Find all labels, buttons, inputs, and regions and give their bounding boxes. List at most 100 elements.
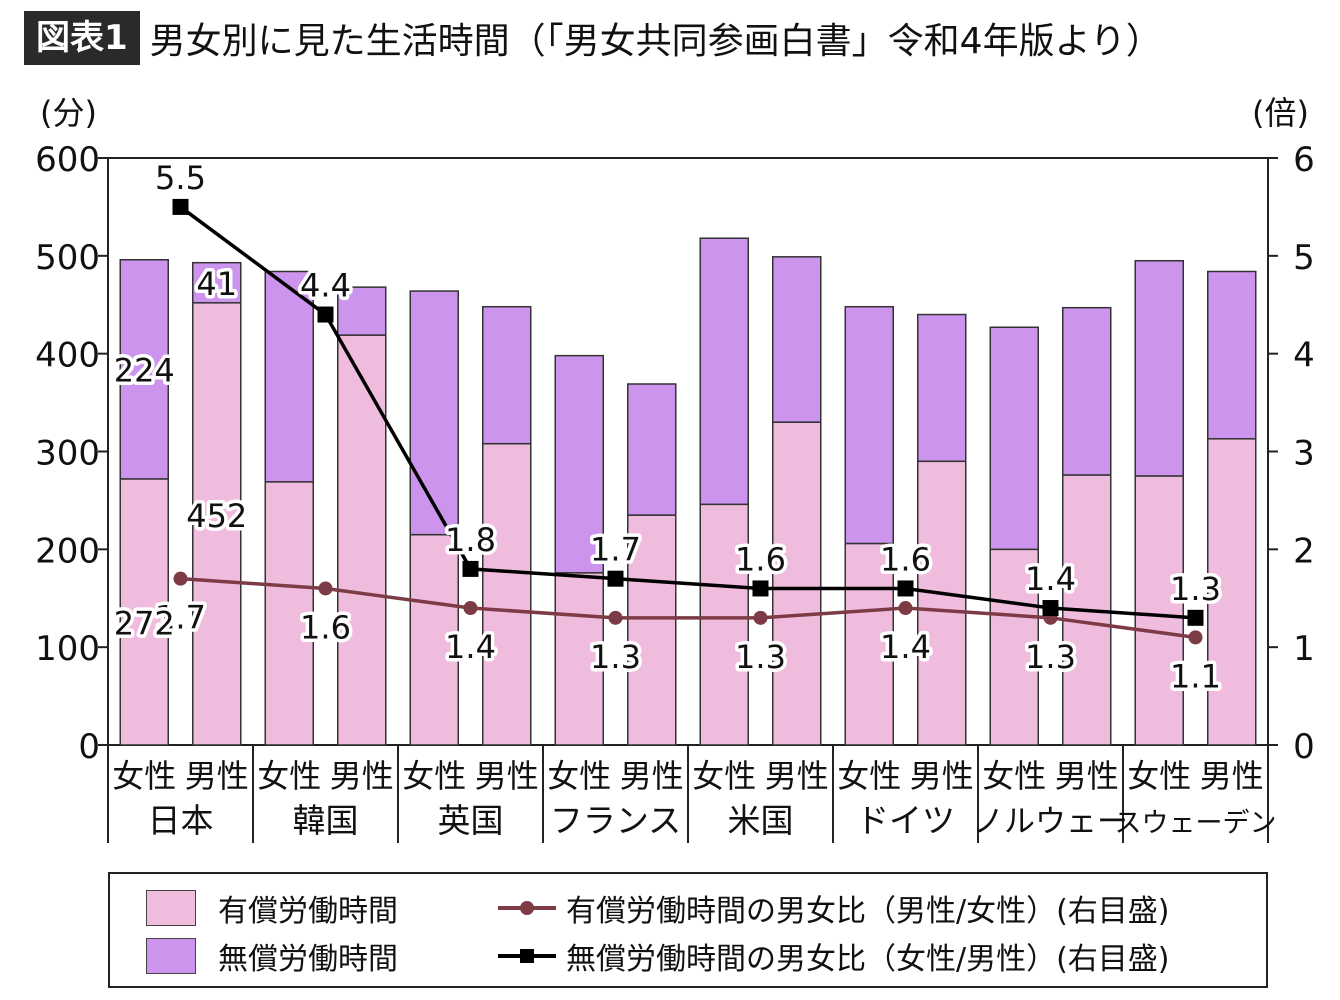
bar-paid-male	[627, 514, 677, 746]
right-tick-label: 6	[1293, 140, 1315, 180]
bar-paid-female	[119, 478, 169, 746]
country-label: 日本	[148, 801, 214, 840]
unpaid-ratio-label: 5.5	[155, 159, 206, 197]
country-label: 英国	[438, 801, 504, 840]
unpaid-ratio-label: 1.6	[735, 540, 786, 578]
paid-ratio-label: 1.3	[590, 638, 641, 676]
unpaid-ratio-label: 1.3	[1170, 570, 1221, 608]
bar-unpaid-female	[409, 290, 459, 536]
unpaid-ratio-label: 1.8	[445, 521, 496, 559]
bar-paid-female	[409, 533, 459, 746]
legend-item-paid-ratio: 有償労働時間の男女比（男性/女性）(右目盛)	[498, 886, 1170, 930]
gender-label-male: 男性	[910, 757, 974, 795]
title-text: 男女別に見た生活時間（「男女共同参画白書」令和4年版より）	[149, 21, 1162, 62]
paid-ratio-point	[173, 571, 188, 586]
paid-ratio-label: 1.7	[155, 599, 206, 637]
bar-paid-male	[337, 334, 387, 746]
right-tick-label: 3	[1293, 434, 1315, 474]
bar-paid-female	[264, 481, 314, 746]
legend-item-paid: 有償労働時間	[146, 886, 398, 930]
gender-label-female: 女性	[402, 757, 466, 795]
unpaid-ratio-label: 4.4	[300, 267, 351, 305]
legend-icon-unpaid-ratio	[498, 949, 556, 963]
bar-unpaid-female	[989, 326, 1039, 551]
gender-label-female: 女性	[257, 757, 321, 795]
paid-ratio-point	[898, 601, 913, 616]
unpaid-ratio-point	[897, 580, 914, 597]
country-label: ドイツ	[856, 801, 955, 840]
gender-label-male: 男性	[1055, 757, 1119, 795]
paid-ratio-point	[608, 610, 623, 625]
paid-ratio-point	[318, 581, 333, 596]
bar-unpaid-male	[917, 313, 967, 463]
legend-swatch-unpaid	[146, 938, 196, 974]
left-axis-unit: (分)	[40, 94, 97, 132]
right-tick-label: 1	[1293, 629, 1315, 669]
bar-paid-female	[1134, 475, 1184, 746]
bar-paid-female	[989, 548, 1039, 746]
legend-label-paid-ratio: 有償労働時間の男女比（男性/女性）(右目盛)	[566, 894, 1170, 929]
legend-swatch-paid	[146, 890, 196, 926]
bar-paid-female	[844, 542, 894, 746]
country-label: フランス	[550, 801, 681, 840]
bar-unpaid-female	[119, 258, 169, 480]
unpaid-ratio-line	[179, 205, 1196, 620]
paid-ratio-point	[1188, 630, 1203, 645]
gender-label-male: 男性	[330, 757, 394, 795]
bar-unpaid-male	[772, 256, 822, 423]
gender-label-male: 男性	[185, 757, 249, 795]
gender-label-female: 女性	[547, 757, 611, 795]
right-tick-label: 2	[1293, 531, 1315, 571]
bar-unpaid-male	[192, 261, 242, 304]
paid-ratio-label: 1.3	[735, 638, 786, 676]
bar-unpaid-female	[699, 237, 749, 506]
gender-label-male: 男性	[620, 757, 684, 795]
country-label: 韓国	[293, 801, 359, 840]
bar-value-label: 41	[196, 265, 237, 303]
left-tick-label: 600	[35, 140, 100, 180]
bar-unpaid-male	[1207, 270, 1257, 440]
bar-unpaid-female	[1134, 259, 1184, 477]
bar-paid-male	[917, 460, 967, 746]
legend-label-unpaid-ratio: 無償労働時間の男女比（女性/男性）(右目盛)	[566, 942, 1170, 977]
unpaid-ratio-point	[1042, 600, 1059, 617]
gender-label-male: 男性	[1200, 757, 1264, 795]
bar-paid-male	[772, 421, 822, 746]
unpaid-ratio-label: 1.6	[880, 540, 931, 578]
bar-unpaid-female	[844, 305, 894, 545]
gender-label-female: 女性	[1127, 757, 1191, 795]
bar-unpaid-male	[627, 383, 677, 516]
country-label: 米国	[728, 801, 794, 840]
left-tick-label: 400	[35, 336, 100, 376]
legend-item-unpaid-ratio: 無償労働時間の男女比（女性/男性）(右目盛)	[498, 934, 1170, 978]
unpaid-ratio-point	[172, 198, 189, 215]
bar-paid-female	[699, 503, 749, 746]
unpaid-ratio-point	[1187, 609, 1204, 626]
bar-value-label: 224	[114, 351, 175, 389]
legend-label-paid: 有償労働時間	[218, 894, 398, 929]
legend-item-unpaid: 無償労働時間	[146, 934, 398, 978]
bar-unpaid-male	[1062, 306, 1112, 476]
bar-paid-female	[554, 572, 604, 746]
left-tick-label: 0	[78, 727, 100, 767]
bar-unpaid-female	[264, 270, 314, 483]
gender-label-female: 女性	[982, 757, 1046, 795]
bar-unpaid-male	[482, 305, 532, 445]
right-tick-label: 4	[1293, 336, 1315, 376]
paid-ratio-label: 1.1	[1170, 657, 1221, 695]
paid-ratio-label: 1.4	[445, 628, 496, 666]
gender-label-male: 男性	[475, 757, 539, 795]
gender-label-female: 女性	[837, 757, 901, 795]
left-tick-label: 200	[35, 531, 100, 571]
unpaid-ratio-label: 1.7	[590, 531, 641, 569]
left-tick-label: 300	[35, 434, 100, 474]
title-badge: 図表1	[24, 11, 140, 65]
country-label: ノルウェー	[973, 804, 1128, 840]
legend: 有償労働時間 無償労働時間 有償労働時間の男女比（男性/女性）(右目盛) 無償労…	[108, 872, 1268, 988]
gender-label-male: 男性	[765, 757, 829, 795]
bar-paid-male	[1207, 438, 1257, 746]
paid-ratio-label: 1.4	[880, 628, 931, 666]
bar-value-label: 272	[114, 605, 175, 643]
left-tick-label: 500	[35, 238, 100, 278]
